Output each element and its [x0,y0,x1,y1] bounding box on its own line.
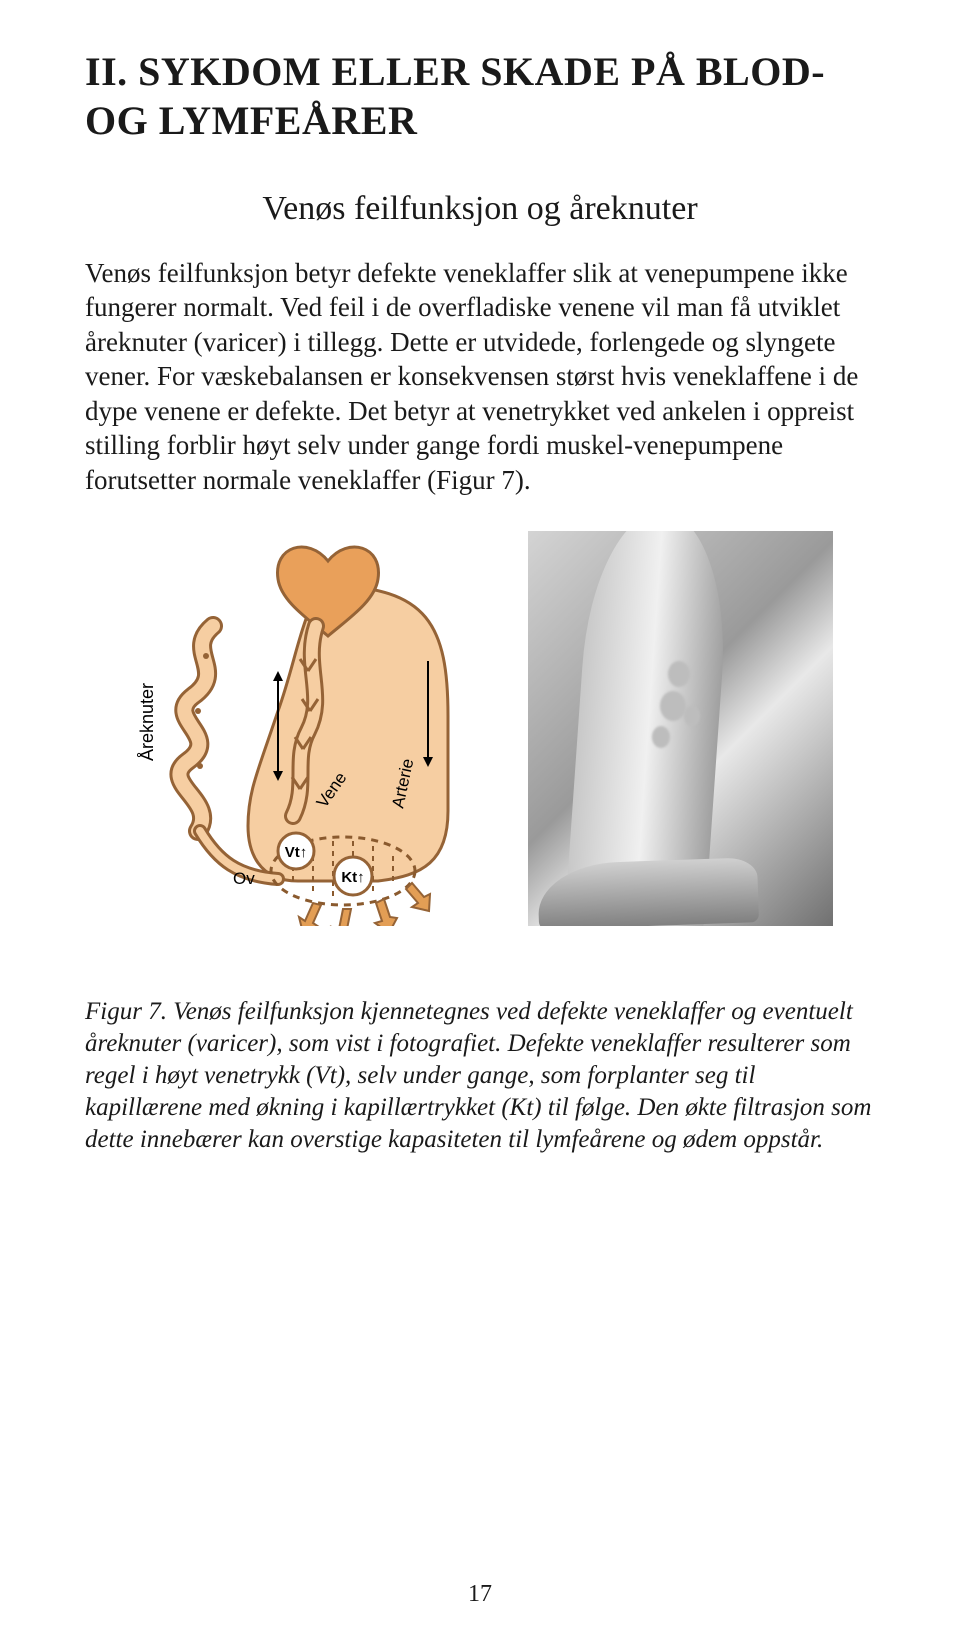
vt-label: Vt↑ [284,844,307,861]
areknuter-label: Åreknuter [137,683,157,761]
ov-label: Ov [233,869,255,888]
section-title: II. SYKDOM ELLER SKADE PÅ BLOD- OG LYMFE… [85,48,875,146]
sub-title: Venøs feilfunksjon og åreknuter [85,190,875,228]
page-number: 17 [0,1581,960,1608]
circulation-diagram: Vt↑ Kt↑ Åreknuter Vene Arterie Ov [128,531,488,926]
page: II. SYKDOM ELLER SKADE PÅ BLOD- OG LYMFE… [0,0,960,1626]
kt-label: Kt↑ [341,869,364,886]
figure-row: Vt↑ Kt↑ Åreknuter Vene Arterie Ov [85,531,875,926]
body-paragraph: Venøs feilfunksjon betyr defekte venekla… [85,256,875,498]
figure-caption: Figur 7. Venøs feilfunksjon kjennetegnes… [85,996,875,1156]
leg-photo [528,531,833,926]
